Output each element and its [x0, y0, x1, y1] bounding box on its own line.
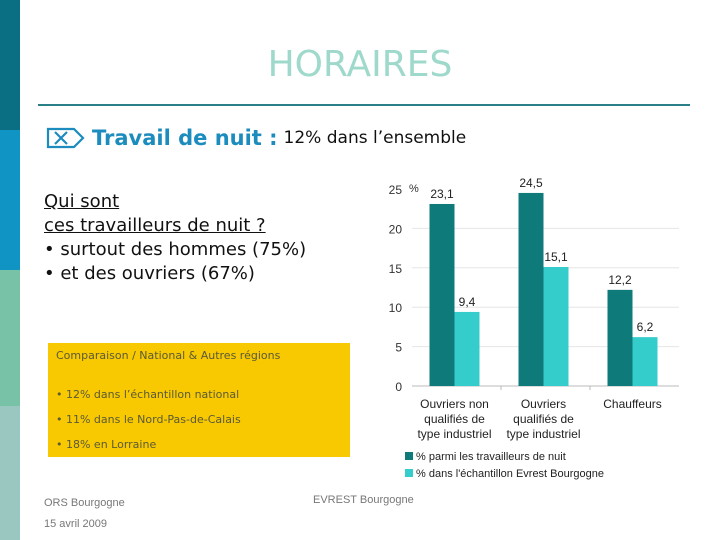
bar — [632, 337, 658, 386]
legend-swatch — [405, 469, 413, 477]
bar-value-label: 12,2 — [608, 273, 632, 287]
bar — [607, 289, 633, 386]
question-block: Qui sont ces travailleurs de nuit ? • su… — [44, 190, 306, 286]
bar-value-label: 9,4 — [459, 295, 476, 309]
footer-date: 15 avril 2009 — [44, 518, 107, 530]
comparison-callout: Comparaison / National & Autres régions … — [48, 343, 350, 457]
bar — [543, 267, 569, 386]
x-category-label: type industriel — [506, 427, 580, 441]
subheading: Travail de nuit : 12% dans l’ensemble — [46, 126, 466, 150]
x-category-label: qualifiés de — [513, 412, 574, 426]
x-category-label: Chauffeurs — [603, 397, 661, 411]
y-tick-label: 0 — [395, 380, 402, 394]
subheading-bold: Travail de nuit : — [92, 126, 278, 150]
callout-item: • 11% dans le Nord-Pas-de-Calais — [56, 413, 241, 426]
legend-label: % dans l'échantillon Evrest Bourgogne — [416, 468, 604, 480]
boxed-x-arrow-icon — [46, 127, 85, 149]
side-strip-3 — [0, 270, 20, 406]
bar-value-label: 15,1 — [544, 250, 568, 264]
slide-title: HORAIRES — [267, 44, 453, 85]
question-bullet: • surtout des hommes (75%) — [44, 239, 307, 260]
bar-value-label: 23,1 — [430, 187, 454, 201]
callout-heading: Comparaison / National & Autres régions — [56, 349, 281, 362]
callout-item: • 12% dans l’échantillon national — [56, 388, 240, 401]
bar — [429, 203, 455, 386]
title-divider — [38, 104, 690, 106]
side-strip-1 — [0, 0, 20, 130]
subheading-rest: 12% dans l’ensemble — [283, 128, 467, 148]
y-tick-label: 25 — [389, 183, 403, 197]
bar-value-label: 24,5 — [519, 176, 543, 190]
x-category-label: qualifiés de — [424, 412, 485, 426]
question-line-1: Qui sont — [44, 191, 120, 212]
y-tick-label: 10 — [389, 301, 403, 315]
x-category-label: type industriel — [417, 427, 491, 441]
bar — [454, 311, 480, 386]
legend-swatch — [405, 452, 413, 460]
footer-center: EVREST Bourgogne — [313, 494, 414, 506]
question-line-2: ces travailleurs de nuit ? — [44, 215, 266, 236]
x-category-label: Ouvriers non — [420, 397, 489, 411]
bar — [518, 192, 544, 386]
bar-value-label: 6,2 — [637, 320, 654, 334]
footer-org: ORS Bourgogne — [44, 497, 125, 509]
question-bullet: • et des ouvriers (67%) — [44, 263, 255, 284]
y-tick-label: 5 — [395, 341, 402, 355]
legend-label: % parmi les travailleurs de nuit — [416, 451, 566, 463]
x-category-label: Ouvriers — [521, 397, 566, 411]
y-tick-label: 20 — [389, 222, 403, 236]
y-tick-label: 15 — [389, 262, 403, 276]
callout-item: • 18% en Lorraine — [56, 438, 157, 451]
side-strip-4 — [0, 406, 20, 540]
side-strip-2 — [0, 130, 20, 270]
y-axis-unit: % — [409, 183, 419, 195]
